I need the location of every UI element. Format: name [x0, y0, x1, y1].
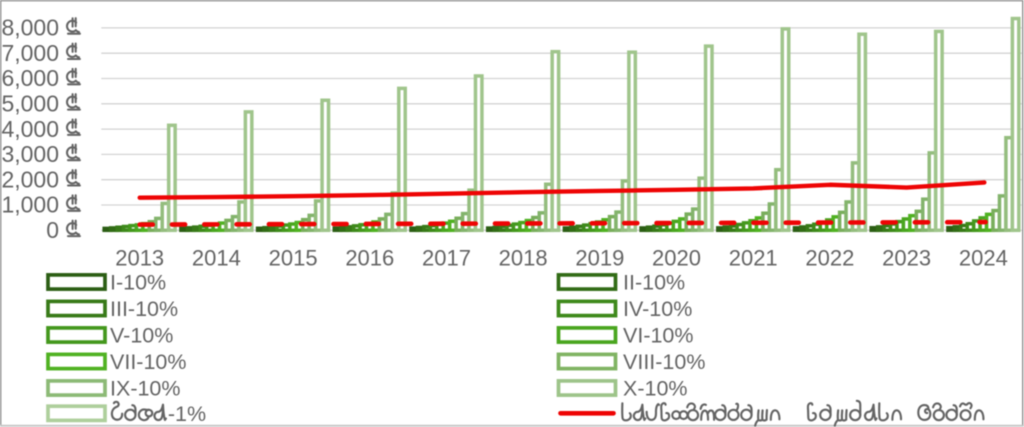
svg-text:2020: 2020: [652, 246, 701, 271]
svg-text:5,000: 5,000: [1, 91, 59, 117]
svg-text:2013: 2013: [115, 246, 164, 271]
svg-text:7,000: 7,000: [1, 40, 59, 66]
svg-text:6,000: 6,000: [1, 65, 59, 91]
svg-text:VIII-10%: VIII-10%: [623, 350, 705, 374]
svg-text:IV-10%: IV-10%: [623, 297, 692, 321]
svg-text:2024: 2024: [959, 246, 1008, 271]
svg-text:II-10%: II-10%: [623, 271, 685, 295]
svg-text:V-10%: V-10%: [110, 324, 173, 348]
svg-text:2015: 2015: [269, 246, 318, 271]
svg-text:2017: 2017: [422, 246, 471, 271]
svg-text:2018: 2018: [499, 246, 548, 271]
svg-text:2021: 2021: [729, 246, 778, 271]
svg-text:2,000: 2,000: [1, 166, 59, 192]
svg-text:8,000: 8,000: [1, 15, 59, 41]
svg-text:VII-10%: VII-10%: [110, 350, 186, 374]
svg-text:1,000: 1,000: [1, 192, 59, 218]
svg-text:X-10%: X-10%: [623, 377, 688, 401]
svg-text:VI-10%: VI-10%: [623, 324, 694, 348]
svg-text:IX-10%: IX-10%: [110, 377, 181, 401]
svg-text:III-10%: III-10%: [110, 297, 178, 321]
svg-text:3,000: 3,000: [1, 141, 59, 167]
svg-text:-1%: -1%: [168, 402, 206, 426]
svg-text:I-10%: I-10%: [110, 271, 166, 295]
svg-text:2016: 2016: [345, 246, 394, 271]
svg-text:4,000: 4,000: [1, 116, 59, 142]
svg-text:2023: 2023: [882, 246, 931, 271]
svg-text:2022: 2022: [805, 246, 854, 271]
svg-text:2014: 2014: [192, 246, 241, 271]
svg-text:2019: 2019: [575, 246, 624, 271]
svg-text:0: 0: [46, 217, 59, 243]
